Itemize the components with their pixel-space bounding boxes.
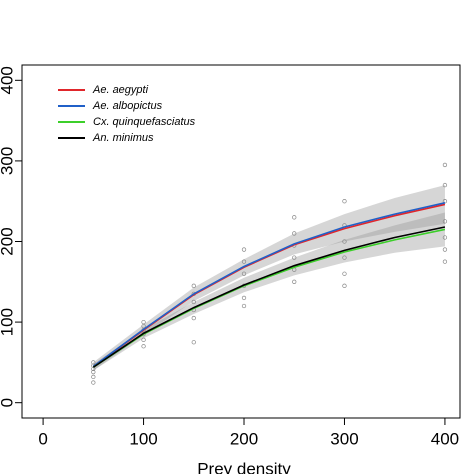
data-point (442, 247, 448, 252)
data-point (342, 239, 347, 244)
data-point (241, 259, 247, 264)
x-tick-label: 100 (129, 429, 157, 448)
legend-label: An. minimus (92, 132, 154, 144)
data-point (442, 235, 448, 240)
data-point (191, 299, 196, 305)
data-point (91, 360, 96, 365)
data-point (91, 380, 96, 385)
data-point (292, 231, 297, 236)
data-point (442, 259, 448, 264)
data-point (342, 271, 347, 276)
x-tick-label: 0 (38, 429, 47, 448)
data-point (191, 340, 196, 345)
y-tick-label: 300 (0, 147, 16, 175)
x-tick-label: 400 (431, 429, 459, 448)
x-tick-label: 300 (330, 429, 358, 448)
confidence-band (93, 185, 445, 371)
data-point (91, 374, 96, 380)
data-point (91, 369, 96, 375)
data-point (141, 319, 146, 325)
series-line (92, 202, 446, 368)
data-point (241, 295, 247, 301)
x-tick-label: 200 (230, 429, 258, 448)
data-point (141, 337, 146, 342)
y-tick-label: 0 (0, 398, 16, 407)
data-point (342, 255, 347, 260)
series-line (92, 226, 446, 368)
data-point (241, 247, 247, 252)
data-point (292, 215, 297, 220)
data-point (442, 219, 448, 224)
data-point (141, 344, 146, 349)
y-tick-label: 200 (0, 227, 16, 255)
data-point (342, 283, 347, 288)
data-point (442, 182, 448, 188)
confidence-band (93, 212, 445, 371)
data-point (342, 199, 347, 204)
data-point (241, 271, 247, 276)
data-point (292, 279, 297, 284)
y-tick-label: 400 (0, 66, 16, 94)
legend-label: Ae. albopictus (92, 100, 163, 112)
legend-label: Ae. aegypti (92, 84, 149, 96)
legend-label: Cx. quinquefasciatus (93, 116, 196, 128)
data-point (241, 303, 247, 309)
data-point (292, 255, 297, 260)
data-point (141, 323, 146, 329)
data-point (191, 283, 196, 288)
y-tick-label: 100 (0, 308, 16, 336)
x-axis-label: Prey density (197, 459, 291, 474)
data-point (442, 162, 448, 168)
data-point (191, 315, 196, 321)
